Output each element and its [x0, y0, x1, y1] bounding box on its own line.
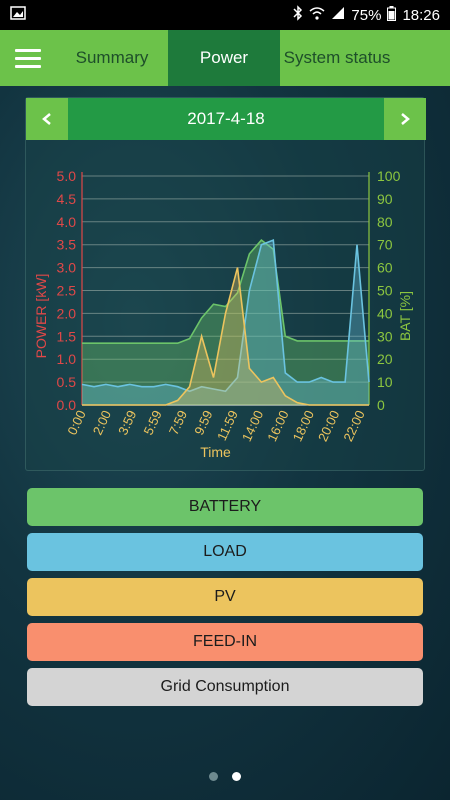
y-right-tick-label: 100	[377, 168, 401, 184]
y-right-tick-label: 40	[377, 305, 393, 321]
y-right-tick-label: 0	[377, 397, 385, 413]
tab-system-status[interactable]: System status	[283, 48, 391, 67]
y-right-tick-label: 60	[377, 260, 393, 276]
battery-icon	[387, 5, 397, 25]
power-chart-panel: 2017-4-18 0.0 0.5 1.0 1.5 2.0 2.5 3.0 3.5 4.0 4.5…	[25, 97, 426, 471]
x-tick-label: 20:00	[315, 408, 342, 444]
y-right-tick-label: 50	[377, 283, 393, 299]
signal-icon	[331, 6, 345, 24]
series-battery-line	[82, 239, 369, 344]
y-right-tick-label: 70	[377, 237, 393, 253]
y-left-tick-label: 3.0	[57, 260, 77, 276]
x-tick-label: 7:59	[166, 408, 190, 437]
clock: 18:26	[402, 6, 440, 24]
y-right-axis-label: BAT [%]	[397, 291, 413, 341]
series-load-line	[81, 238, 370, 393]
y-right-tick-label: 20	[377, 351, 393, 367]
bluetooth-icon	[293, 5, 303, 25]
series-pv-area	[82, 267, 369, 405]
y-left-tick-label: 0.5	[57, 374, 77, 390]
battery-percent: 75%	[351, 6, 382, 24]
y-left-tick-label: 4.0	[57, 214, 77, 230]
tab-power[interactable]: Power	[168, 30, 280, 86]
y-right-tick-label: 90	[377, 191, 393, 207]
y-left-tick-label: 1.5	[57, 328, 77, 344]
power-chart: 0.0 0.5 1.0 1.5 2.0 2.5 3.0 3.5 4.0 4.5 5.0 0 10 20 30…	[33, 168, 413, 460]
x-tick-label: 9:59	[191, 408, 215, 437]
status-bar: 75% 18:26	[0, 0, 450, 30]
pv-button[interactable]: PV	[27, 578, 423, 616]
x-tick-label: 2:00	[90, 408, 114, 437]
x-tick-label: 14:00	[239, 408, 266, 444]
series-load-area	[82, 240, 369, 405]
y-left-tick-label: 4.5	[57, 191, 77, 207]
x-tick-label: 3:59	[115, 408, 139, 437]
grid-consumption-button[interactable]: Grid Consumption	[27, 668, 423, 706]
y-left-tick-label: 2.0	[57, 305, 77, 321]
feed-in-button[interactable]: FEED-IN	[27, 623, 423, 661]
y-left-tick-label: 2.5	[57, 283, 77, 299]
date-navigator: 2017-4-18	[26, 98, 426, 140]
page-dot[interactable]	[209, 772, 218, 781]
page-dot-active[interactable]	[232, 772, 241, 781]
y-right-tick-label: 10	[377, 374, 393, 390]
tab-summary[interactable]: Summary	[75, 48, 149, 67]
x-tick-label: 16:00	[264, 408, 291, 444]
selected-date[interactable]: 2017-4-18	[187, 109, 265, 128]
x-axis-label: Time	[200, 444, 231, 460]
chevron-right-icon[interactable]	[384, 98, 426, 140]
page-indicator	[0, 772, 450, 781]
x-tick-label: 5:59	[141, 408, 165, 437]
y-right-tick-label: 30	[377, 328, 393, 344]
load-button[interactable]: LOAD	[27, 533, 423, 571]
app-bar: Summary Power System status	[0, 30, 450, 86]
x-tick-label: 22:00	[340, 408, 367, 444]
series-battery-area	[82, 240, 369, 405]
y-left-tick-label: 3.5	[57, 237, 77, 253]
image-notification-icon	[10, 6, 26, 24]
menu-icon[interactable]	[0, 30, 56, 86]
y-left-tick-label: 5.0	[57, 168, 77, 184]
x-tick-label: 11:59	[214, 408, 241, 443]
battery-button[interactable]: BATTERY	[27, 488, 423, 526]
wifi-icon	[309, 6, 325, 24]
chevron-left-icon[interactable]	[26, 98, 68, 140]
y-right-tick-label: 80	[377, 214, 393, 230]
y-left-tick-label: 0.0	[57, 397, 77, 413]
x-tick-label: 18:00	[290, 408, 317, 444]
y-left-tick-label: 1.0	[57, 351, 77, 367]
y-left-axis-label: POWER [kW]	[33, 274, 49, 359]
series-pv-line	[82, 267, 369, 406]
